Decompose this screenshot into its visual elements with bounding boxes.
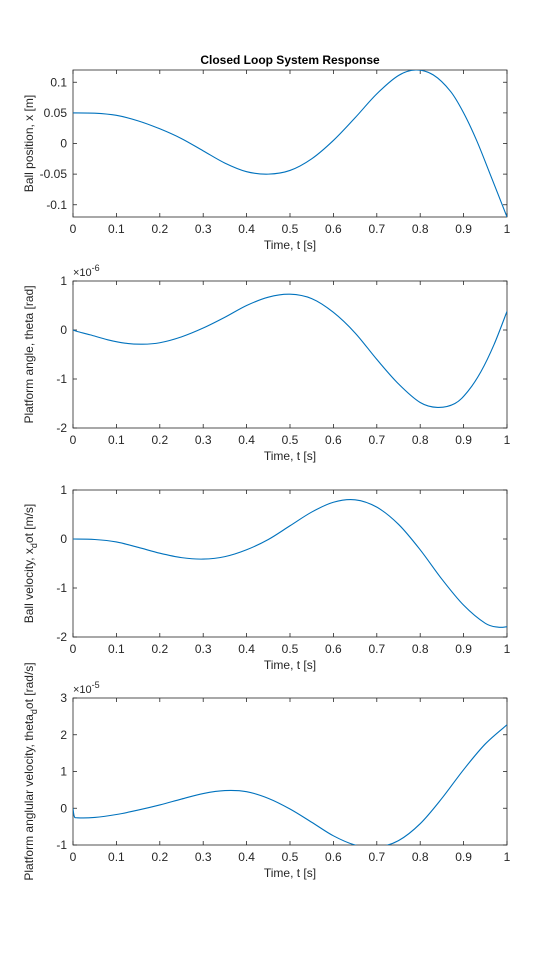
x-tick-label: 0	[70, 642, 77, 656]
x-tick-label: 0.3	[195, 222, 212, 236]
x-tick-label: 0.2	[151, 222, 168, 236]
y-tick-label: 2	[60, 728, 67, 742]
x-tick-label: 0.4	[238, 433, 255, 447]
x-tick-label: 0.5	[282, 222, 299, 236]
x-tick-label: 0.7	[368, 433, 385, 447]
plot-area	[72, 69, 508, 218]
plot-area	[72, 489, 508, 638]
x-tick-label: 0.9	[455, 850, 472, 864]
x-tick-label: 0	[70, 222, 77, 236]
series-line-1	[73, 70, 507, 217]
x-tick-label: 0.5	[282, 850, 299, 864]
x-tick-label: 1	[504, 850, 511, 864]
plot-area	[72, 697, 508, 846]
x-tick-label: 1	[504, 433, 511, 447]
x-tick-label: 0.5	[282, 642, 299, 656]
series-line-1	[73, 293, 507, 408]
x-tick-label: 0.8	[412, 433, 429, 447]
x-tick-label: 0.3	[195, 433, 212, 447]
y-tick-label: -1	[56, 581, 67, 595]
x-tick-label: 0.6	[325, 222, 342, 236]
x-tick-label: 0.8	[412, 222, 429, 236]
y-tick-label: -2	[56, 630, 67, 644]
x-tick-label: 1	[504, 642, 511, 656]
x-tick-label: 0	[70, 850, 77, 864]
x-tick-label: 0.6	[325, 433, 342, 447]
x-tick-label: 0.8	[412, 850, 429, 864]
series-line-1	[73, 724, 507, 845]
chart-title: Closed Loop System Response	[200, 53, 380, 67]
x-tick-label: 0.4	[238, 222, 255, 236]
x-tick-label: 0.6	[325, 642, 342, 656]
x-axis-label: Time, t [s]	[264, 238, 316, 252]
y-tick-label: 1	[60, 483, 67, 497]
y-tick-label: 0	[60, 532, 67, 546]
x-axis-label: Time, t [s]	[264, 866, 316, 880]
y-tick-label: 0	[60, 801, 67, 815]
x-tick-label: 0.2	[151, 850, 168, 864]
y-tick-label: 0	[60, 137, 67, 151]
x-tick-label: 0.4	[238, 850, 255, 864]
y-tick-label: -2	[56, 421, 67, 435]
y-tick-label: -1	[56, 838, 67, 852]
x-tick-label: 0.9	[455, 433, 472, 447]
y-tick-label: -0.1	[46, 198, 67, 212]
x-tick-label: 0.1	[108, 433, 125, 447]
x-tick-label: 0.1	[108, 642, 125, 656]
y-tick-label: -1	[56, 372, 67, 386]
x-tick-label: 0.3	[195, 642, 212, 656]
x-tick-label: 0.1	[108, 222, 125, 236]
subplot-3: 0 0.1 0.2 0.3 0.4 0.5 0.6 0.7 0.8 0.9 1 -2 -1 0 1 Time,…	[22, 483, 511, 672]
x-axis-label: Time, t [s]	[264, 658, 316, 672]
x-tick-label: 0	[70, 433, 77, 447]
subplot-1: 0 0.1 0.2 0.3 0.4 0.5 0.6 0.7 0.8 0.9 1 -0.1 -0.05 0 0…	[22, 53, 511, 252]
x-tick-label: 0.2	[151, 642, 168, 656]
series-line-1	[73, 499, 507, 628]
x-tick-label: 0.3	[195, 850, 212, 864]
y-tick-label: -0.05	[40, 167, 68, 181]
y-exponent: ×10-6	[73, 263, 100, 279]
y-axis-label: Ball velocity, xdot [m/s]	[22, 504, 39, 624]
y-tick-label: 1	[60, 274, 67, 288]
y-tick-label: 0	[60, 323, 67, 337]
x-tick-label: 0.8	[412, 642, 429, 656]
x-tick-label: 0.9	[455, 642, 472, 656]
x-tick-label: 0.7	[368, 642, 385, 656]
y-axis-label: Platform anglular velocity, thetadot [ra…	[22, 662, 39, 880]
x-axis-label: Time, t [s]	[264, 449, 316, 463]
subplot-4: 0 0.1 0.2 0.3 0.4 0.5 0.6 0.7 0.8 0.9 1-10123×10-5…	[22, 662, 511, 880]
x-tick-label: 0.4	[238, 642, 255, 656]
x-tick-label: 0.7	[368, 222, 385, 236]
y-tick-label: 1	[60, 765, 67, 779]
x-tick-label: 0.2	[151, 433, 168, 447]
x-tick-label: 0.5	[282, 433, 299, 447]
y-tick-label: 3	[60, 691, 67, 705]
x-tick-label: 0.6	[325, 850, 342, 864]
y-tick-label: 0.05	[44, 106, 68, 120]
y-exponent: ×10-5	[73, 680, 100, 696]
x-tick-label: 1	[504, 222, 511, 236]
x-tick-label: 0.7	[368, 850, 385, 864]
y-axis-label: Ball position, x [m]	[22, 95, 36, 192]
y-axis-label: Platform angle, theta [rad]	[22, 285, 36, 423]
subplot-2: 0 0.1 0.2 0.3 0.4 0.5 0.6 0.7 0.8 0.9 1 -2 -1 0 1 ×10-6…	[22, 263, 511, 463]
y-tick-label: 0.1	[50, 75, 67, 89]
x-tick-label: 0.9	[455, 222, 472, 236]
x-tick-label: 0.1	[108, 850, 125, 864]
plot-area	[72, 280, 508, 429]
